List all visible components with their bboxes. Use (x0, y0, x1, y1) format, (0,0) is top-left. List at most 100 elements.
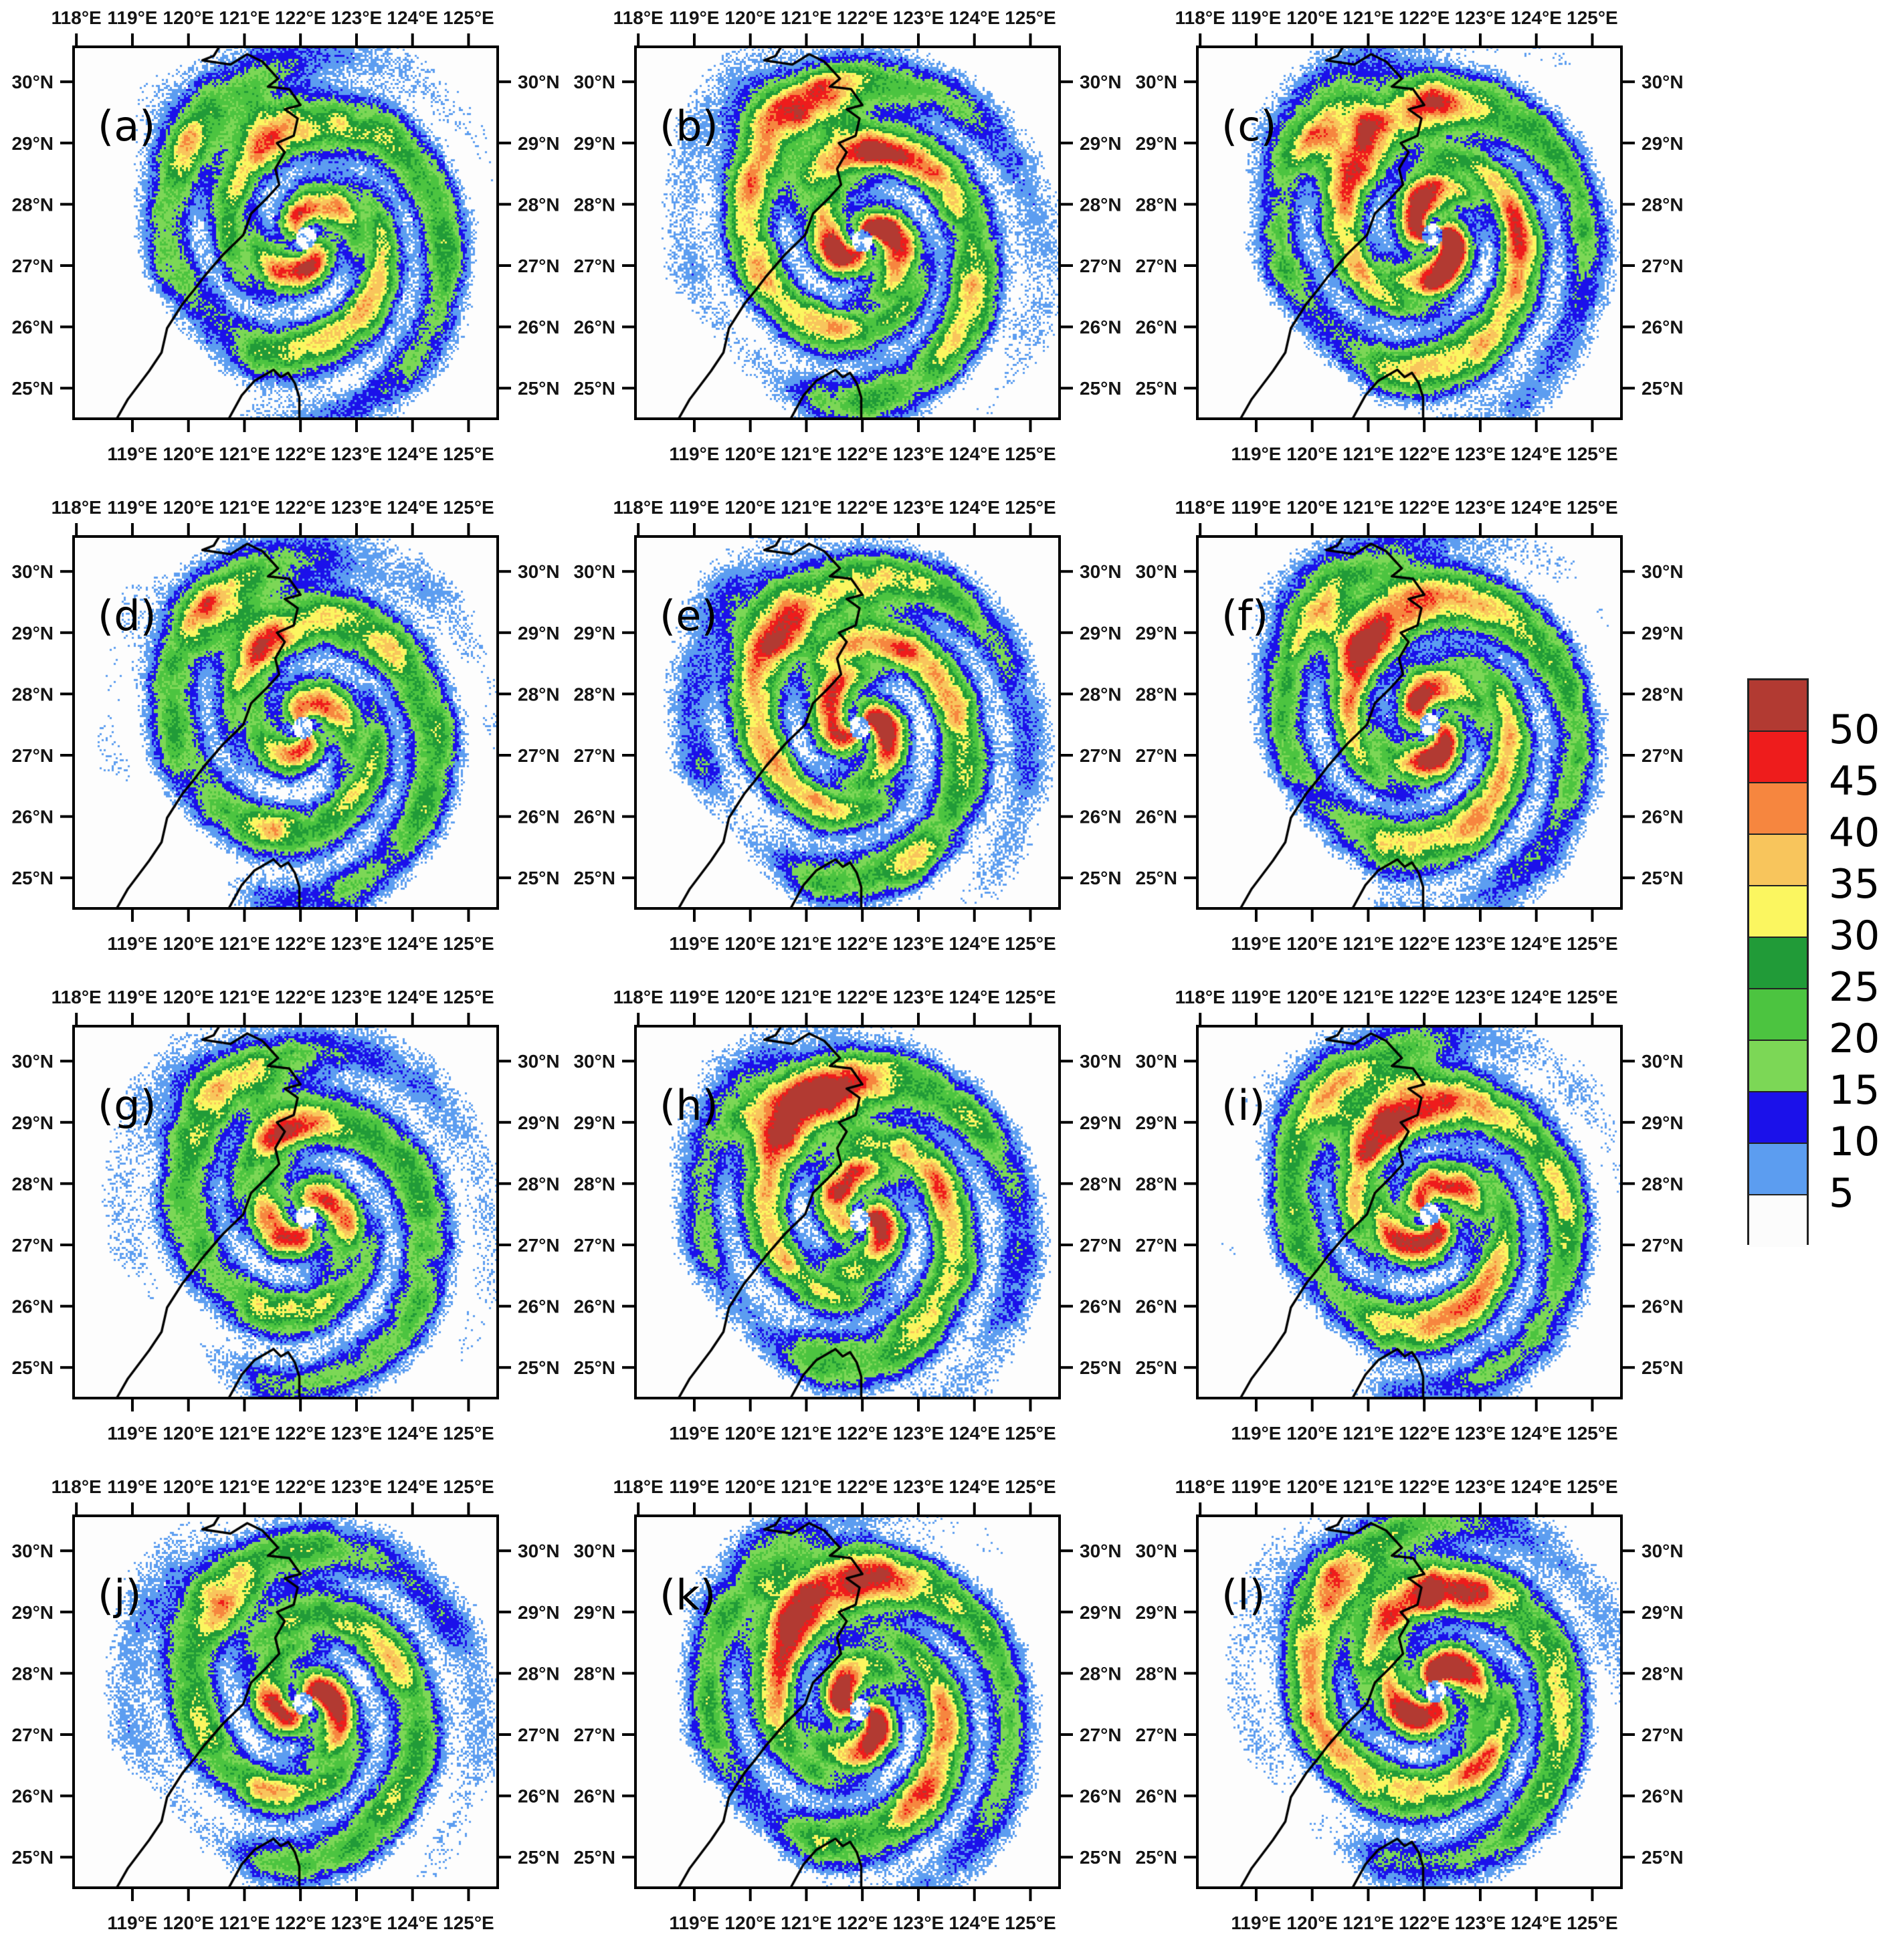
panel-axes: 118°E 119°E119°E120°E120°E121°E121°E122°E… (1135, 987, 1683, 1444)
tick-label-left: 26°N (1135, 1786, 1177, 1807)
tick-label-top: 121°E (219, 497, 270, 518)
tick-label-bottom: 120°E (1286, 1423, 1338, 1444)
tick-label-right: 26°N (1642, 1786, 1684, 1807)
tick-label-top: 121°E (781, 987, 832, 1007)
tick-label-top: 124°E (1510, 987, 1562, 1007)
tick-label-top: 124°E (387, 1476, 438, 1497)
tick-label-bottom: 122°E (1399, 933, 1450, 954)
tick-label-right: 28°N (518, 1173, 560, 1194)
tick-label-top: 124°E (387, 7, 438, 28)
colorbar-cell (1749, 1144, 1807, 1195)
colorbar-tick-label: 25 (1829, 964, 1880, 1011)
tick-label-right: 26°N (1080, 1296, 1122, 1317)
tick-label-top: 120°E (1286, 497, 1338, 518)
map-panel-j: 118°E 119°E 119°E 120°E 120°E 121°E 121°E 122°E… (0, 1469, 562, 1959)
tick-label-left: 26°N (1135, 317, 1177, 338)
tick-label-top: 118°E (52, 497, 102, 518)
tick-label-top: 124°E (949, 7, 1000, 28)
tick-label-right: 28°N (1642, 1663, 1684, 1684)
colorbar-tick-label: 20 (1829, 1015, 1880, 1062)
tick-label-top: 119°E (669, 987, 719, 1007)
colorbar-cell (1749, 680, 1807, 732)
tick-label-top: 120°E (1286, 1476, 1338, 1497)
tick-label-top: 122°E (275, 1476, 326, 1497)
tick-label-bottom: 119°E (669, 444, 719, 464)
tick-label-bottom: 119°E (107, 933, 157, 954)
tick-label-left: 27°N (1135, 1235, 1177, 1256)
tick-label-right: 27°N (518, 1235, 560, 1256)
tick-label-left: 28°N (573, 1663, 615, 1684)
colorbar-cell (1749, 938, 1807, 989)
panel-label: (g) (98, 1081, 157, 1130)
tick-label-top: 124°E (949, 987, 1000, 1007)
tick-label-top: 121°E (1343, 1476, 1394, 1497)
tick-label-top: 118°E (613, 1476, 664, 1497)
colorbar-tick-label: 5 (1829, 1170, 1855, 1217)
tick-label-bottom: 120°E (724, 1913, 776, 1933)
tick-label-bottom: 120°E (163, 444, 214, 464)
tick-label-left: 27°N (11, 745, 54, 766)
tick-label-top: 120°E (163, 497, 214, 518)
tick-label-top: 118°E (1175, 497, 1225, 518)
tick-label-bottom: 124°E (949, 933, 1000, 954)
tick-label-right: 25°N (518, 1357, 560, 1378)
tick-label-left: 30°N (573, 1051, 615, 1072)
tick-label-right: 30°N (518, 72, 560, 92)
tick-label-bottom: 123°E (893, 1913, 945, 1933)
tick-label-right: 29°N (1642, 623, 1684, 644)
panel-label: (k) (660, 1571, 716, 1620)
tick-label-bottom: 123°E (331, 1913, 383, 1933)
tick-label-top: 118°E (613, 7, 664, 28)
tick-label-left: 28°N (1135, 194, 1177, 215)
tick-label-right: 30°N (1642, 72, 1684, 92)
tick-label-left: 29°N (11, 1112, 54, 1133)
tick-label-top: 123°E (1455, 497, 1506, 518)
panel-axes: 118°E 119°E119°E120°E120°E121°E121°E122°E… (1135, 7, 1684, 464)
tick-label-bottom: 124°E (1510, 933, 1562, 954)
tick-label-left: 27°N (1135, 256, 1177, 276)
tick-label-bottom: 119°E (669, 933, 719, 954)
colorbar-cell (1749, 783, 1807, 835)
tick-label-bottom: 122°E (1399, 1423, 1450, 1444)
tick-label-bottom: 125°E (443, 1423, 494, 1444)
panel-axes: 118°E 119°E119°E120°E120°E121°E121°E122°E… (11, 987, 560, 1444)
tick-label-right: 30°N (518, 561, 560, 582)
tick-label-top: 121°E (1343, 497, 1394, 518)
tick-label-top: 124°E (949, 497, 1000, 518)
map-panel-b: 118°E 119°E 119°E 120°E 120°E 121°E 121°E 122°E… (562, 0, 1124, 490)
panel-axes: 118°E 119°E119°E120°E120°E121°E121°E122°E… (573, 1476, 1121, 1933)
tick-label-bottom: 120°E (163, 933, 214, 954)
tick-label-right: 29°N (518, 1112, 560, 1133)
tick-label-left: 29°N (1135, 1112, 1177, 1133)
map-panel-a: 118°E 119°E 119°E 120°E 120°E 121°E 121°E 122°E… (0, 0, 562, 490)
tick-label-bottom: 124°E (387, 1913, 438, 1933)
tick-label-top: 120°E (163, 7, 214, 28)
reflectivity-map-canvas (635, 536, 1060, 908)
tick-label-left: 27°N (573, 1725, 615, 1745)
tick-label-bottom: 122°E (837, 1913, 888, 1933)
tick-label-top: 122°E (1399, 7, 1450, 28)
tick-label-bottom: 125°E (1005, 444, 1056, 464)
panel-label: (e) (660, 591, 718, 640)
tick-label-bottom: 122°E (275, 1423, 326, 1444)
tick-label-bottom: 124°E (949, 1913, 1000, 1933)
tick-label-left: 25°N (1135, 378, 1177, 399)
tick-label-top: 121°E (781, 497, 832, 518)
panel-border (634, 1514, 1061, 1889)
tick-label-top: 118°E (1175, 987, 1225, 1007)
tick-label-top: 123°E (331, 987, 383, 1007)
tick-label-right: 30°N (1080, 561, 1122, 582)
map-panel-l: 118°E 119°E 119°E 120°E 120°E 121°E 121°E 122°E… (1124, 1469, 1686, 1959)
tick-label-right: 25°N (518, 1847, 560, 1868)
tick-label-right: 27°N (518, 256, 560, 276)
tick-label-top: 123°E (331, 7, 383, 28)
tick-label-left: 29°N (573, 623, 615, 644)
tick-label-top: 125°E (1005, 1476, 1056, 1497)
tick-label-top: 120°E (724, 497, 776, 518)
tick-label-top: 125°E (443, 987, 494, 1007)
tick-label-top: 119°E (669, 7, 719, 28)
tick-label-top: 121°E (219, 7, 270, 28)
tick-label-left: 29°N (1135, 623, 1177, 644)
tick-label-right: 26°N (1642, 807, 1684, 827)
